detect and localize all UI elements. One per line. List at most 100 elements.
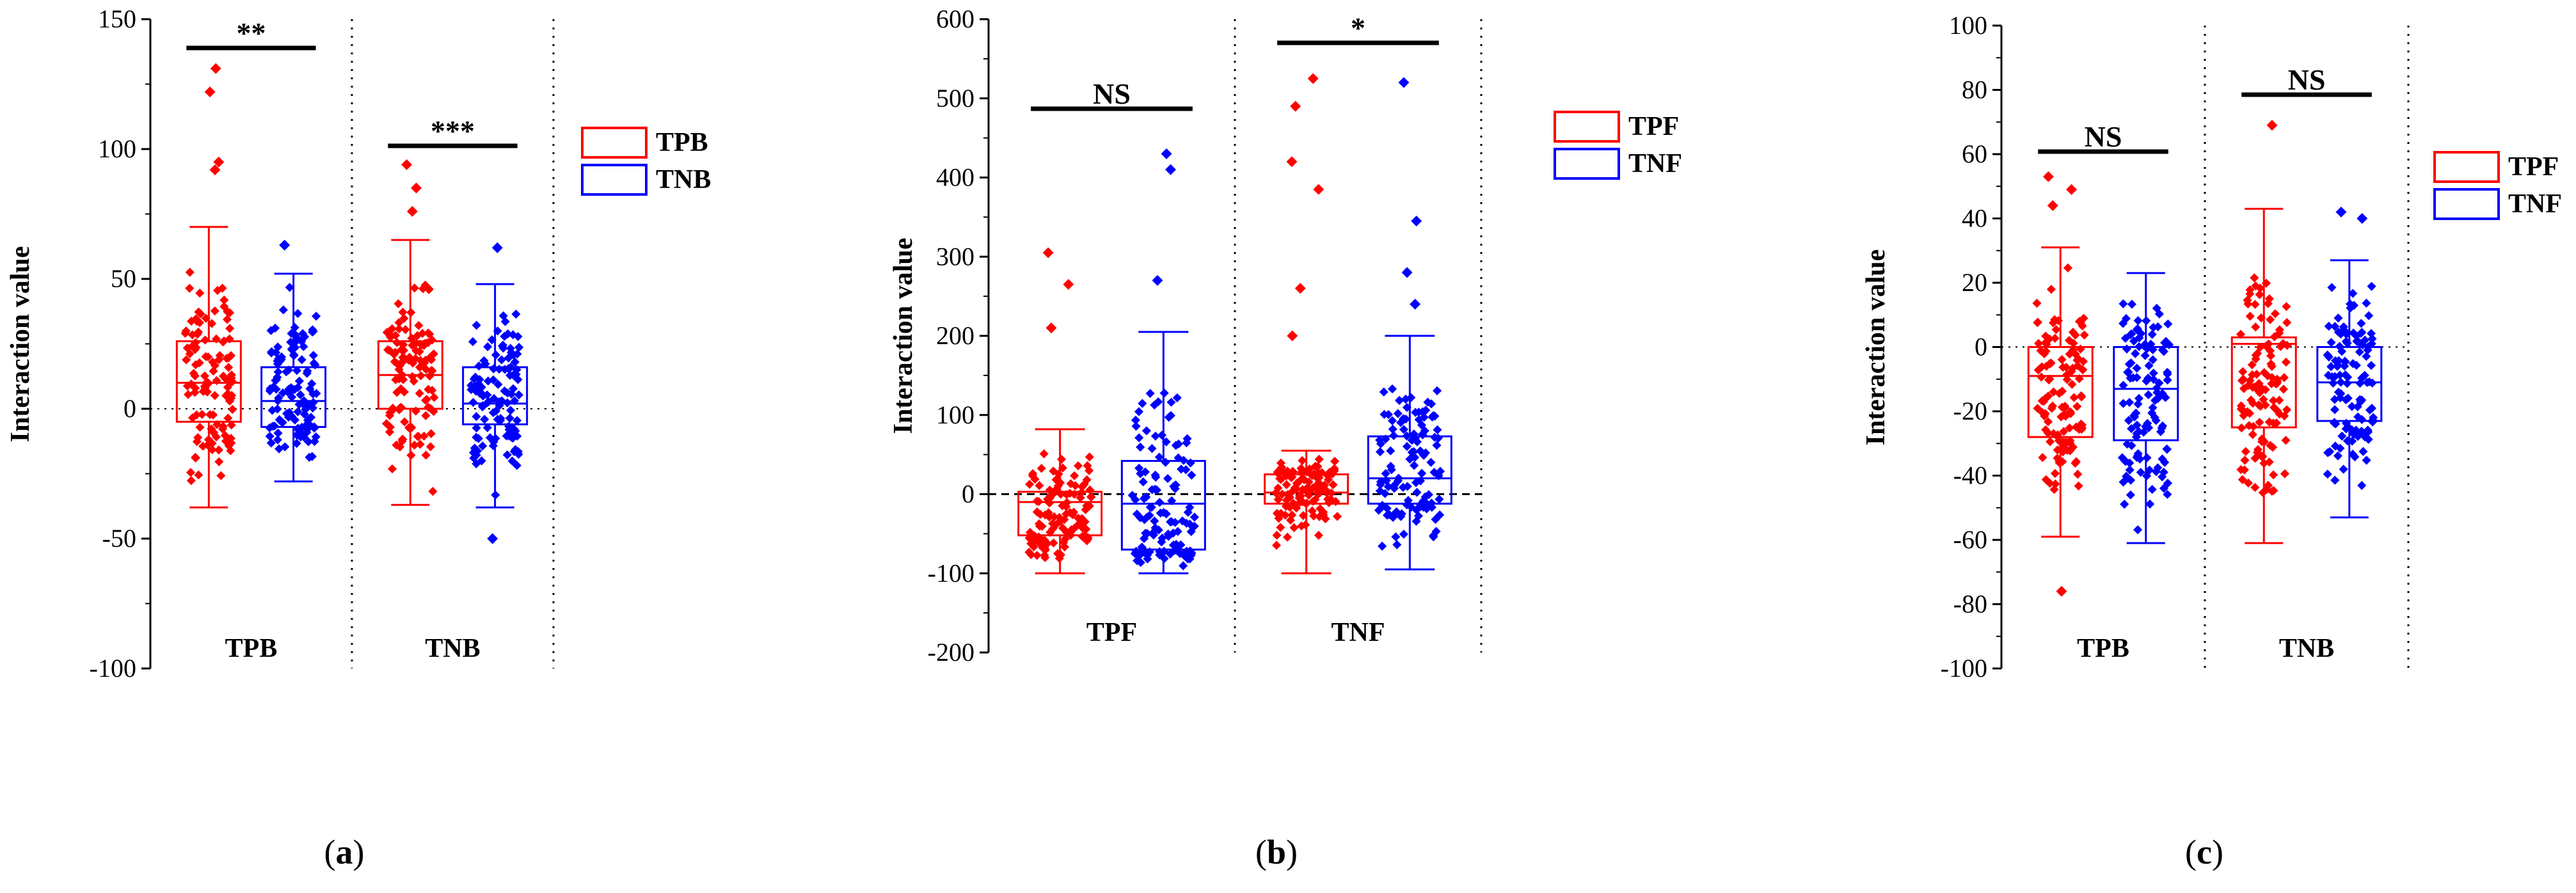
data-point xyxy=(507,423,517,433)
outlier-point xyxy=(2047,200,2058,211)
data-point xyxy=(273,342,283,352)
legend-swatch xyxy=(581,164,648,196)
data-point xyxy=(289,351,299,361)
data-point xyxy=(1189,512,1199,522)
data-point xyxy=(1066,479,1076,489)
data-point xyxy=(1161,437,1171,446)
data-point xyxy=(1026,550,1036,560)
data-point xyxy=(297,355,306,365)
panel-c: -100 -80 -60 -40 -20 0 20 40 60 80 100 Interaction … xyxy=(1861,11,2562,871)
data-point xyxy=(1082,536,1092,546)
data-point xyxy=(190,388,200,397)
y-tick-label: 300 xyxy=(936,242,974,271)
data-point xyxy=(493,326,502,336)
data-point xyxy=(425,371,434,381)
outlier-point xyxy=(1161,148,1172,159)
data-point xyxy=(271,384,281,394)
data-point xyxy=(505,413,514,423)
data-point xyxy=(2122,344,2132,354)
data-point xyxy=(1435,494,1444,504)
legend-label: TPF xyxy=(1628,112,1679,141)
data-point xyxy=(419,431,429,441)
data-point xyxy=(305,452,314,462)
data-point xyxy=(218,283,227,293)
data-point xyxy=(1140,493,1150,502)
data-point xyxy=(284,384,294,394)
data-point xyxy=(1134,433,1144,443)
data-point xyxy=(2033,317,2042,327)
data-point xyxy=(414,320,424,330)
data-point xyxy=(1433,386,1442,395)
data-point xyxy=(1277,489,1287,499)
data-point xyxy=(2063,263,2072,273)
data-point xyxy=(1138,477,1148,487)
data-point xyxy=(514,390,524,400)
outlier-point xyxy=(406,205,418,217)
data-point xyxy=(1277,462,1287,472)
data-point xyxy=(483,342,493,352)
iqr-box xyxy=(2316,346,2383,422)
data-point xyxy=(390,347,400,357)
outlier-point xyxy=(279,239,290,251)
box-tpf xyxy=(1017,247,1103,574)
data-point xyxy=(1030,475,1040,484)
data-point xyxy=(227,393,236,403)
data-point xyxy=(2238,367,2248,377)
data-point xyxy=(385,411,395,420)
data-point xyxy=(1054,553,1064,563)
data-point xyxy=(201,313,211,323)
data-point xyxy=(2326,338,2336,347)
data-point xyxy=(2362,352,2371,361)
data-point xyxy=(1375,447,1385,457)
data-point xyxy=(194,307,203,317)
data-point xyxy=(2367,281,2376,291)
data-point xyxy=(210,306,219,316)
data-point xyxy=(2142,453,2152,462)
data-point xyxy=(311,432,321,442)
data-point xyxy=(487,335,497,345)
data-point xyxy=(399,345,409,355)
data-point xyxy=(306,413,316,422)
data-point xyxy=(497,355,506,365)
data-point xyxy=(287,411,297,422)
data-point xyxy=(482,423,492,432)
data-point xyxy=(1298,510,1308,521)
y-tick-label: -40 xyxy=(1953,461,1987,490)
y-tick-label: 40 xyxy=(1962,204,1987,233)
data-point xyxy=(219,336,229,346)
data-point xyxy=(285,283,294,292)
data-point xyxy=(473,434,483,443)
data-point xyxy=(210,391,219,400)
data-point xyxy=(513,349,522,359)
box-tnb xyxy=(260,239,327,483)
y-axis-label: Interaction value xyxy=(889,238,918,434)
data-point xyxy=(227,438,236,448)
outlier-point xyxy=(204,86,216,98)
data-point xyxy=(483,376,493,386)
data-point xyxy=(307,379,317,388)
data-point xyxy=(280,442,290,452)
data-point xyxy=(296,390,305,400)
data-point xyxy=(292,439,301,448)
data-point xyxy=(397,434,407,444)
data-point xyxy=(2162,444,2172,454)
data-point xyxy=(2268,396,2278,406)
data-point xyxy=(2132,363,2142,373)
data-point xyxy=(425,442,435,452)
data-point xyxy=(227,420,236,430)
outlier-point xyxy=(2266,120,2278,131)
data-point xyxy=(1150,516,1159,526)
outlier-point xyxy=(1290,100,1301,112)
data-point xyxy=(228,404,237,415)
y-tick-label: -100 xyxy=(1941,654,1987,683)
data-point xyxy=(1038,542,1047,553)
outlier-point xyxy=(1042,247,1054,258)
data-point xyxy=(1026,539,1036,548)
data-point xyxy=(1058,501,1067,510)
data-point xyxy=(2248,430,2257,439)
data-point xyxy=(383,345,393,354)
data-point xyxy=(186,476,196,486)
data-point xyxy=(1076,493,1085,503)
data-point xyxy=(1288,468,1298,477)
data-point xyxy=(428,487,438,496)
